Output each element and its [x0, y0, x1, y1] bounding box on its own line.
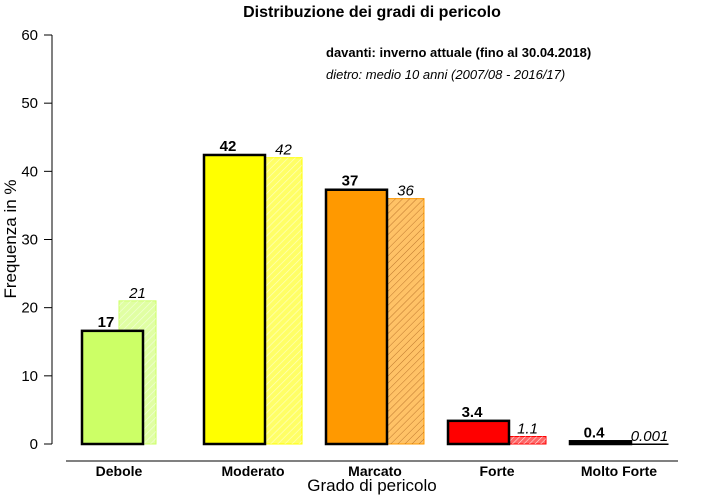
y-tick-label: 0	[30, 436, 38, 453]
legend-back-label: dietro: medio 10 anni (2007/08 - 2016/17…	[326, 67, 565, 82]
front-bar-marcato	[324, 188, 389, 446]
front-value-label-debole: 17	[98, 314, 115, 331]
legend-front-label: davanti: inverno attuale (fino al 30.04.…	[326, 45, 591, 60]
x-tick-label-group: Debole Moderato Marcato Forte Molto Forte	[96, 463, 658, 479]
back-value-label-moderato: 42	[275, 142, 292, 159]
y-axis: 0 10 20 30 40 50 60	[21, 27, 53, 453]
back-bar-hatch-moderato	[265, 157, 302, 444]
front-value-label-moderato: 42	[220, 138, 237, 155]
x-axis-label: Grado di pericolo	[307, 476, 436, 495]
x-tick-label-forte: Forte	[480, 463, 515, 479]
y-tick-label: 30	[21, 232, 38, 249]
back-value-label-debole: 21	[128, 285, 146, 302]
value-label-group: 17 21 42 42 37 36 3.4 1.1 0.4 0.001	[98, 138, 669, 445]
y-tick-label: 20	[21, 300, 38, 317]
y-tick-label: 10	[21, 368, 38, 385]
x-tick-label-molto-forte: Molto Forte	[581, 463, 657, 479]
y-axis-label: Frequenza in %	[1, 179, 20, 298]
x-tick-label-marcato: Marcato	[348, 463, 402, 479]
back-value-label-molto-forte: 0.001	[631, 428, 669, 445]
front-bar-group	[80, 153, 633, 446]
front-value-label-molto-forte: 0.4	[584, 424, 606, 441]
front-bar-molto-forte	[568, 440, 633, 446]
back-value-label-forte: 1.1	[517, 421, 538, 438]
front-bar-debole	[80, 329, 145, 446]
front-value-label-forte: 3.4	[462, 404, 484, 421]
y-tick-label: 60	[21, 27, 38, 44]
back-bar-hatch-forte	[509, 436, 546, 444]
front-bar-forte	[446, 419, 511, 446]
y-tick-label: 50	[21, 95, 38, 112]
back-value-label-marcato: 36	[397, 183, 414, 200]
x-tick-label-moderato: Moderato	[222, 463, 285, 479]
front-bar-moderato	[202, 153, 267, 446]
back-bar-group	[118, 157, 669, 445]
x-tick-label-debole: Debole	[96, 463, 143, 479]
front-value-label-marcato: 37	[342, 173, 359, 190]
chart-title: Distribuzione dei gradi di pericolo	[243, 4, 501, 21]
back-bar-hatch-marcato	[387, 198, 424, 444]
y-tick-label: 40	[21, 163, 38, 180]
